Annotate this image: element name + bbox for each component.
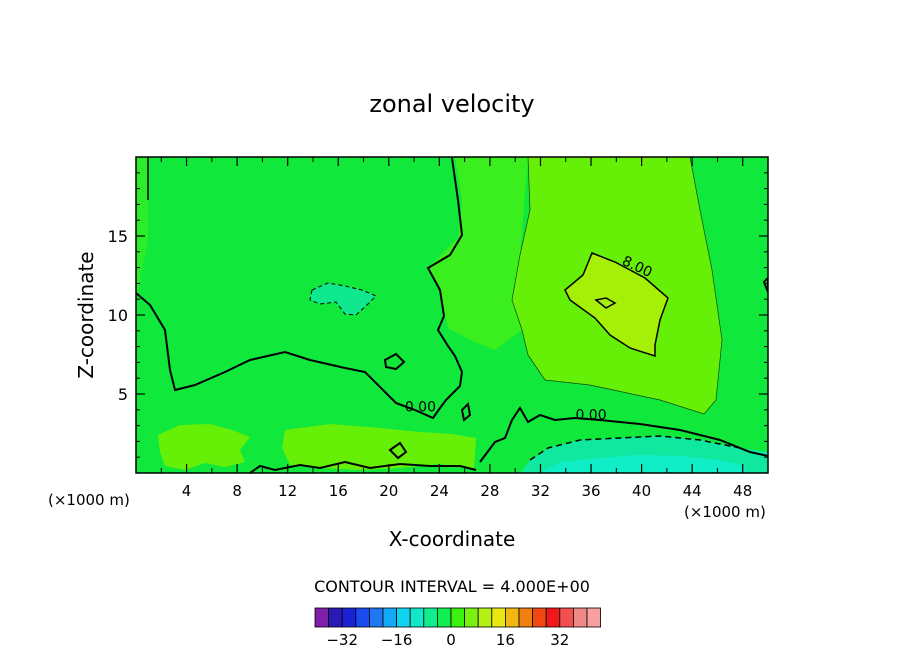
colorbar-swatch (423, 607, 438, 628)
contour-4 (511, 157, 723, 415)
region-8-12 (565, 253, 668, 356)
contour-label: 0.00 (405, 399, 436, 415)
contour-0-left (136, 157, 464, 420)
y-axis-label: Z-coordinate (74, 251, 98, 378)
contour-small-1 (383, 352, 406, 371)
colorbar-tick-label: −16 (381, 631, 413, 649)
contour-small-2 (460, 401, 472, 422)
colorbar-swatch (355, 607, 370, 628)
x-tick-label: 44 (683, 482, 702, 500)
x-tick-label: 8 (232, 482, 242, 500)
x-tick-label: 28 (480, 482, 499, 500)
region-0-4-center (428, 157, 528, 350)
x-tick-label: 24 (430, 482, 449, 500)
colorbar-tick-label: 0 (446, 631, 456, 649)
x-tick-label: 40 (632, 482, 651, 500)
colorbar-swatch (573, 607, 588, 628)
colorbar-swatch (559, 607, 574, 628)
x-axis: 4 8 12 16 20 24 28 32 36 40 44 48 (160, 157, 752, 500)
contour-0-lower (479, 406, 768, 463)
colorbar-swatch (368, 607, 384, 628)
colorbar-swatch (314, 607, 330, 628)
x-axis-label: X-coordinate (389, 527, 516, 551)
colorbar-swatch (328, 607, 343, 628)
colorbar-swatch (450, 607, 466, 628)
x-tick-label: 20 (379, 482, 398, 500)
colorbar-swatch (341, 607, 357, 628)
colorbar-swatch (409, 607, 425, 628)
contour-bottom-wave (249, 460, 477, 473)
x-unit-label-right: (×1000 m) (684, 503, 766, 521)
colorbar-swatch (518, 607, 534, 628)
colorbar-tick-label: 16 (496, 631, 515, 649)
x-tick-label: 36 (581, 482, 600, 500)
colorbar-swatch (532, 607, 547, 628)
x-tick-label: 32 (531, 482, 550, 500)
region-0-4-left (136, 157, 148, 300)
contour-neg-left (309, 282, 377, 316)
y-tick-label: 10 (108, 306, 128, 325)
contour-small-3 (388, 441, 408, 460)
colorbar-tick-label: −32 (326, 631, 358, 649)
contour-neg-bottom (529, 435, 741, 461)
contour-interval-text: CONTOUR INTERVAL = 4.000E+00 (314, 577, 590, 596)
x-tick-label: 48 (733, 482, 752, 500)
x-tick-label: 12 (278, 482, 297, 500)
contour-8-inner (594, 297, 617, 309)
chart-title: zonal velocity (369, 90, 534, 118)
colorbar-swatch (396, 607, 411, 628)
colorbar-tick-label: 32 (550, 631, 569, 649)
colorbar-swatch (586, 607, 602, 628)
x-tick-label: 4 (182, 482, 192, 500)
y-tick-label: 5 (118, 385, 128, 404)
contour-small-4 (762, 276, 768, 293)
plot-field: 8.000.00 0.00 (136, 157, 768, 473)
colorbar-swatch (491, 607, 506, 628)
x-tick-label: 16 (329, 482, 348, 500)
region-4-8-lower (158, 424, 250, 470)
y-tick-label: 15 (108, 227, 128, 246)
colorbar-swatch (477, 607, 493, 628)
region-neg-left (310, 283, 376, 315)
contour-label: 0.00 (575, 407, 606, 423)
x-unit-label-left: (×1000 m) (48, 491, 130, 509)
colorbar-swatch (545, 607, 561, 628)
colorbar-swatch (382, 607, 398, 628)
y-axis: 5 10 15 (108, 172, 768, 458)
colorbar: −32 −16 0 16 32 (314, 607, 602, 649)
region-4-8-lower-b (282, 424, 476, 470)
colorbar-swatch (436, 607, 452, 628)
colorbar-swatch (504, 607, 520, 628)
contour-lines (136, 157, 768, 473)
contour-8 (564, 252, 669, 358)
colorbar-swatch (464, 607, 479, 628)
